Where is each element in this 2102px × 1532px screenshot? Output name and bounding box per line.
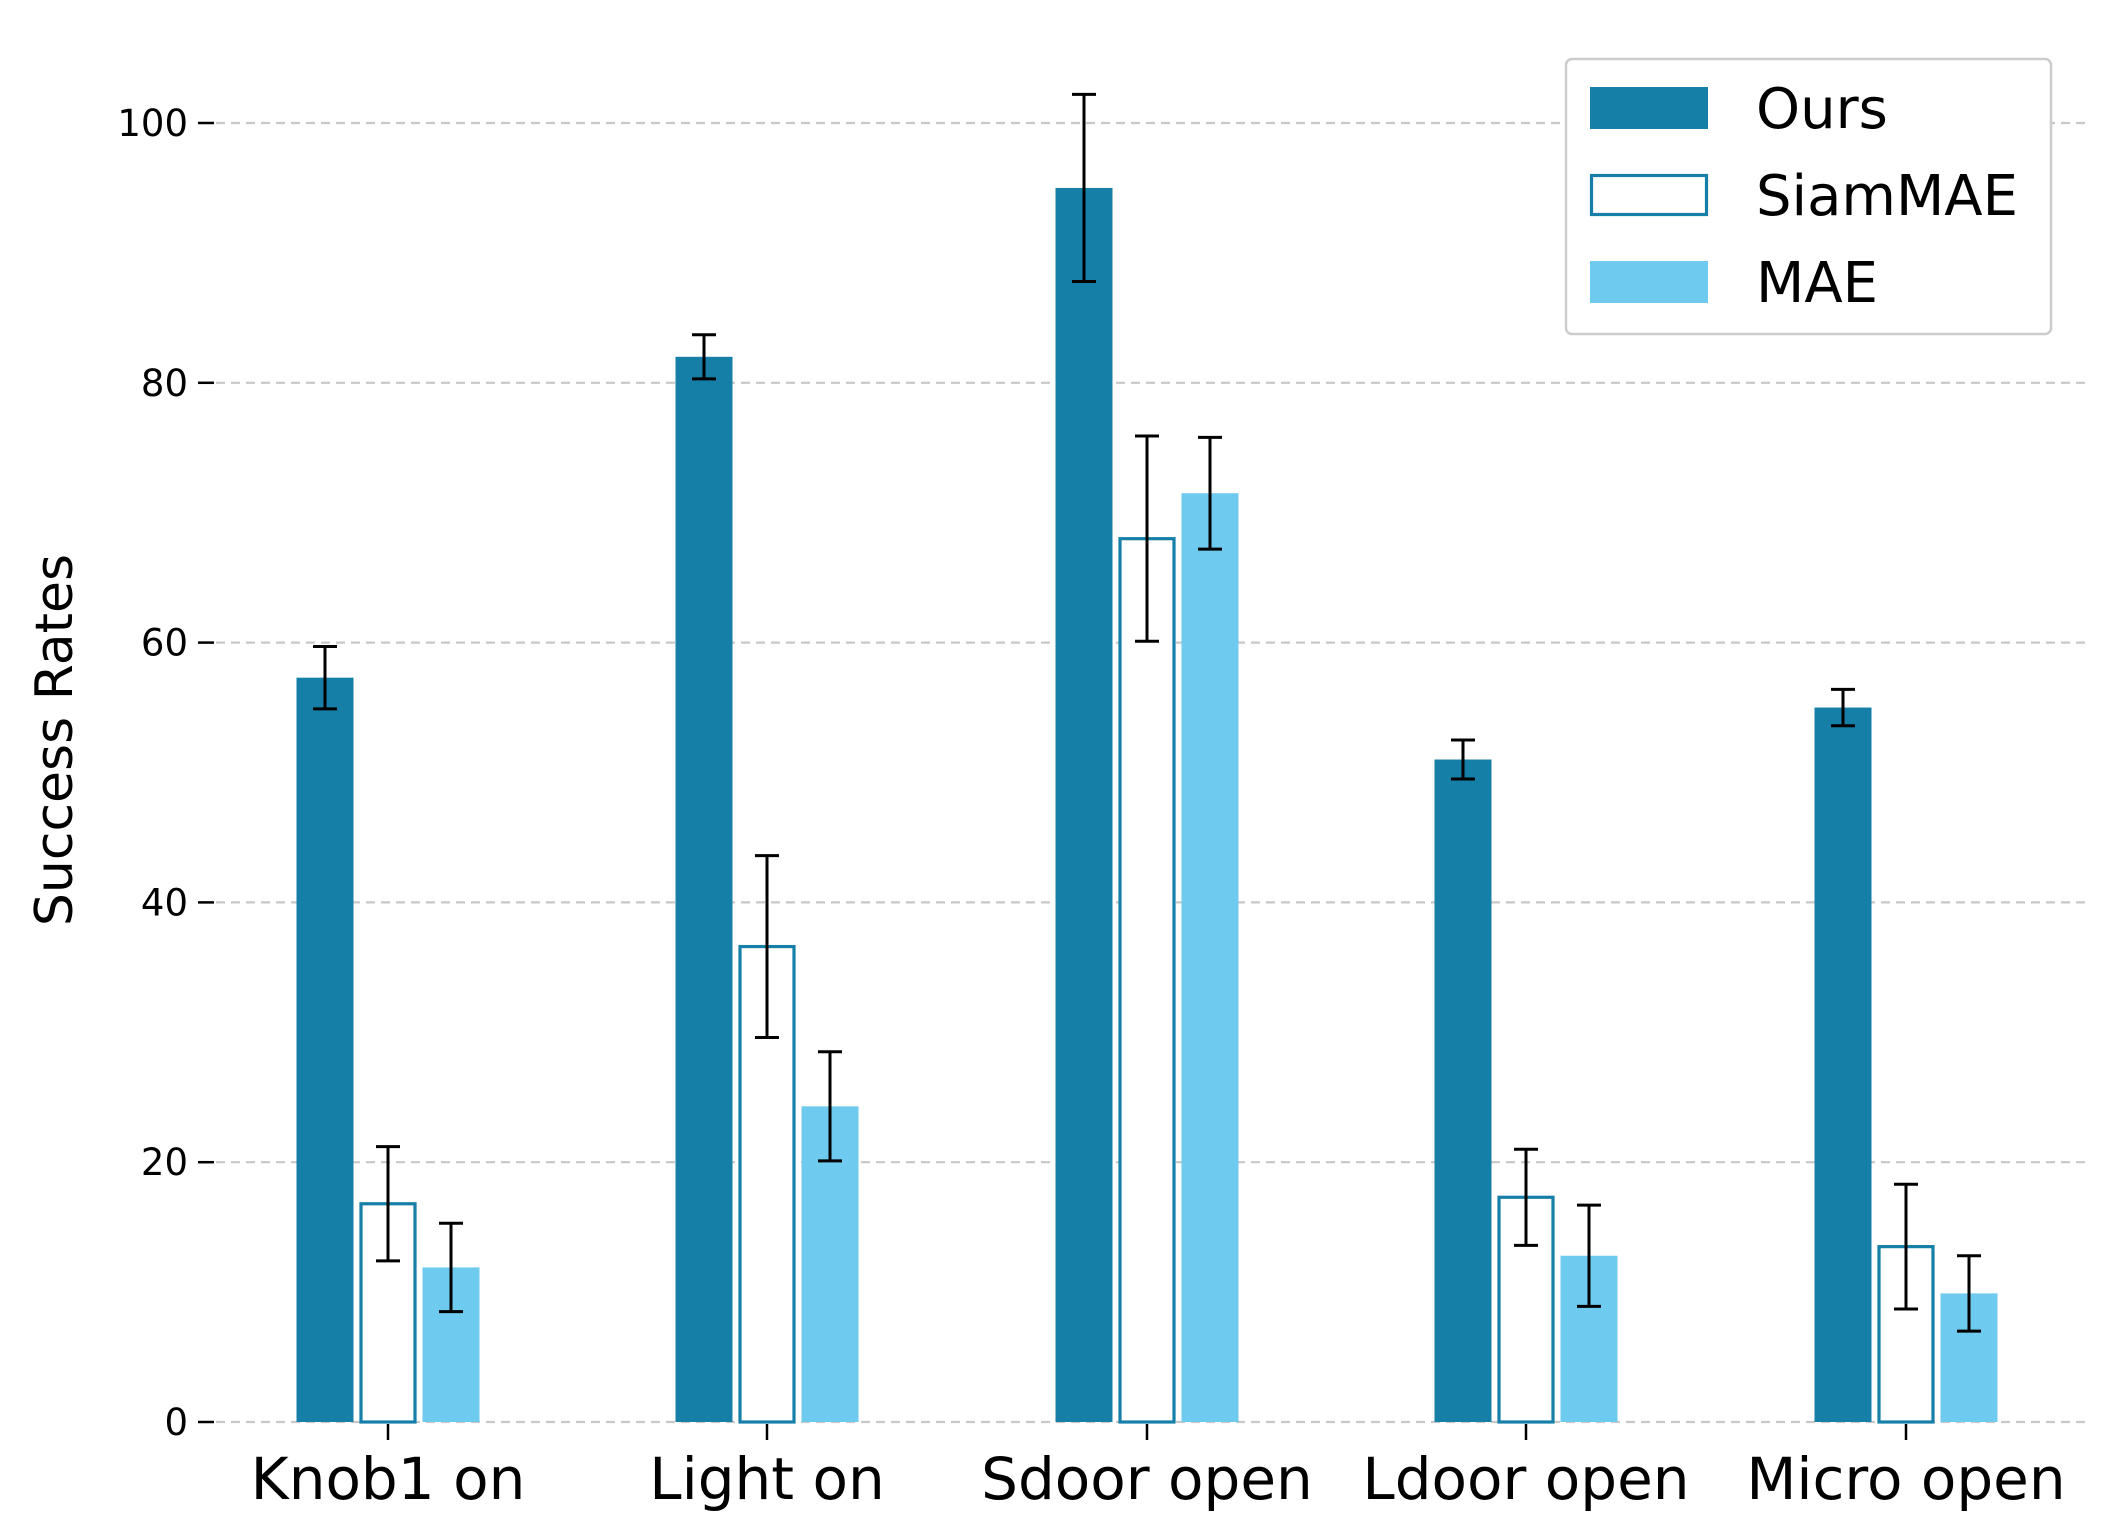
- error-bar-siammae-light-on: [755, 854, 779, 1039]
- error-bar-mae-ldoor-open: [1577, 1203, 1601, 1308]
- error-bar-mae-micro-open: [1957, 1254, 1981, 1333]
- error-bar-ours-knob1-on: [313, 644, 337, 711]
- error-bar-ours-ldoor-open: [1451, 738, 1475, 781]
- y-axis: 0 20 40 60 80 100: [117, 102, 214, 1444]
- bar-ours-micro-open: [1814, 707, 1872, 1422]
- y-tick-label-20: 20: [141, 1141, 188, 1184]
- x-tick-label-micro-open: Micro open: [1746, 1445, 2065, 1513]
- legend: Ours SiamMAE MAE: [1564, 57, 2053, 336]
- bar-mae-sdoor-open: [1181, 493, 1239, 1423]
- error-bar-ours-sdoor-open: [1072, 92, 1096, 283]
- error-bar-siammae-micro-open: [1894, 1182, 1918, 1311]
- legend-label-mae: MAE: [1756, 251, 1878, 316]
- legend-label-siammae: SiamMAE: [1756, 164, 2018, 229]
- error-bars: [313, 92, 1981, 1333]
- bar-ours-light-on: [675, 356, 733, 1422]
- y-tick-label-60: 60: [141, 622, 188, 665]
- x-tick-label-light-on: Light on: [649, 1445, 884, 1513]
- x-tick-label-ldoor-open: Ldoor open: [1362, 1445, 1689, 1513]
- bar-siammae-sdoor-open: [1118, 537, 1176, 1424]
- legend-item-mae: MAE: [1590, 251, 1878, 316]
- error-bar-ours-micro-open: [1831, 687, 1855, 728]
- legend-swatch-ours: [1590, 87, 1708, 129]
- error-bar-mae-sdoor-open: [1198, 435, 1222, 551]
- y-tick-label-0: 0: [164, 1401, 188, 1444]
- legend-item-ours: Ours: [1590, 77, 1888, 142]
- x-tick-label-knob1-on: Knob1 on: [251, 1445, 526, 1513]
- legend-label-ours: Ours: [1756, 77, 1888, 142]
- error-bar-siammae-sdoor-open: [1135, 434, 1159, 643]
- y-tick-label-80: 80: [141, 362, 188, 405]
- error-bar-mae-light-on: [818, 1050, 842, 1163]
- x-axis: Knob1 on Light on Sdoor open Ldoor open Micr…: [251, 1424, 2066, 1513]
- legend-swatch-mae: [1590, 261, 1708, 303]
- y-axis-label: Success Rates: [25, 554, 85, 926]
- error-bar-siammae-ldoor-open: [1514, 1147, 1538, 1247]
- bar-ours-sdoor-open: [1055, 187, 1113, 1423]
- x-tick-label-sdoor-open: Sdoor open: [981, 1445, 1313, 1513]
- error-bar-mae-knob1-on: [439, 1221, 463, 1314]
- error-bar-siammae-knob1-on: [376, 1145, 400, 1263]
- bars: [296, 187, 1998, 1424]
- legend-item-siammae: SiamMAE: [1589, 164, 2018, 229]
- bar-ours-ldoor-open: [1434, 759, 1492, 1422]
- y-tick-label-100: 100: [117, 102, 188, 145]
- y-tick-label-40: 40: [141, 881, 188, 924]
- error-bar-ours-light-on: [692, 333, 716, 381]
- bar-ours-knob1-on: [296, 677, 354, 1422]
- legend-swatch-siammae: [1589, 173, 1709, 217]
